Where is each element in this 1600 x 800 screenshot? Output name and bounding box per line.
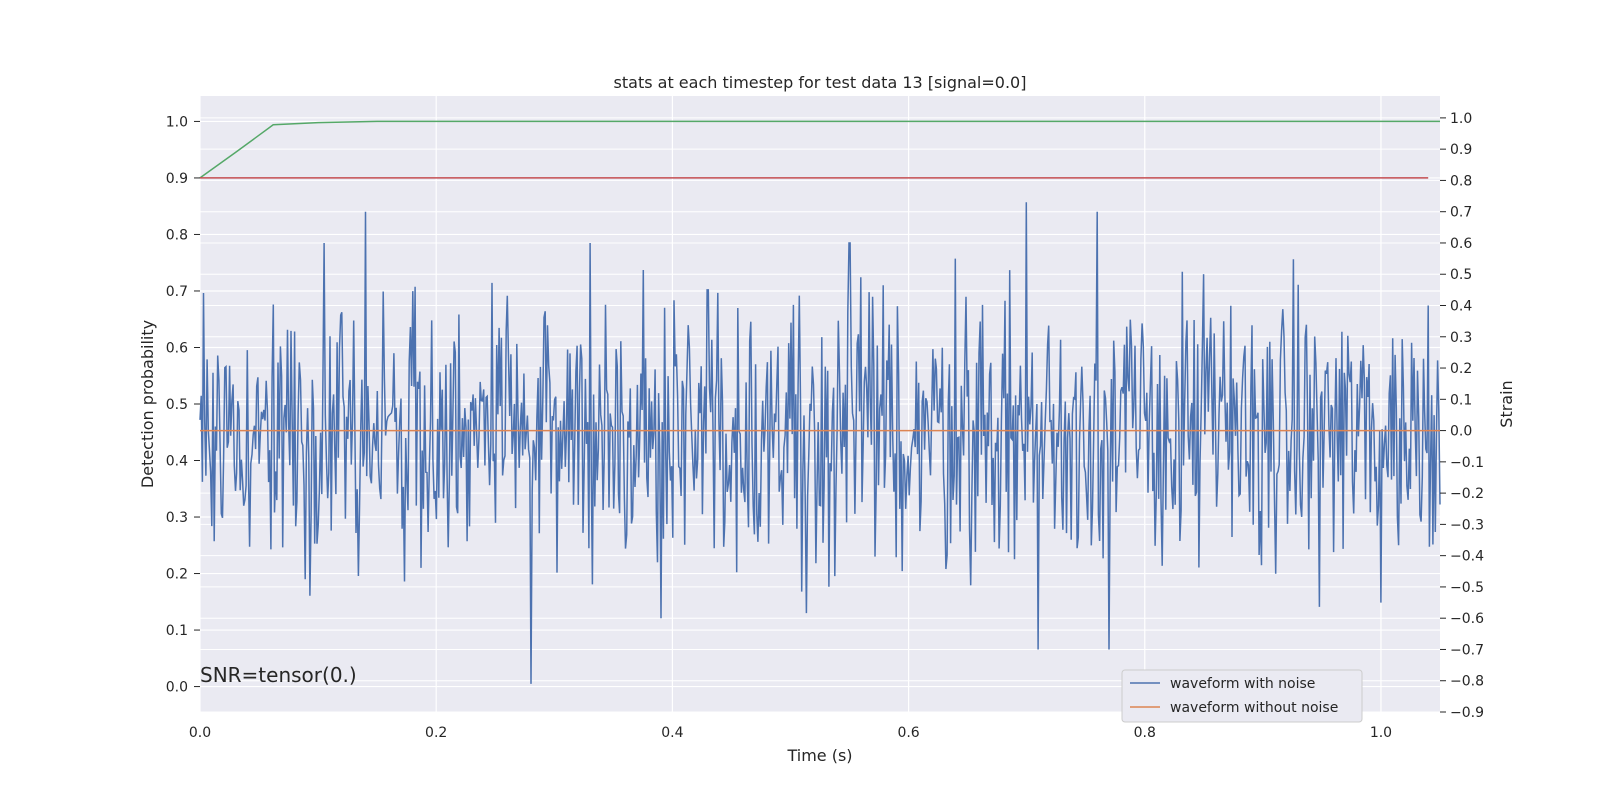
series-layer	[199, 120, 1441, 684]
y-right-tick-label: 1.0	[1450, 111, 1472, 127]
y-right-tick-label: 0.9	[1450, 142, 1472, 158]
y-right-tick-label: 0.0	[1450, 424, 1472, 440]
y-left-tick-label: 1.0	[166, 114, 188, 130]
legend-label-with-noise: waveform with noise	[1170, 676, 1315, 692]
ticks: 0.0 0.2 0.4 0.6 0.8 1.0 0.0 0.1 0.2 0.3 0.4 0.5 0.6 0…	[166, 111, 1484, 741]
snr-annotation: SNR=tensor(0.)	[200, 663, 357, 687]
y-right-tick-label: −0.6	[1450, 611, 1484, 627]
y-right-tick-label: −0.7	[1450, 642, 1484, 658]
legend-label-without-noise: waveform without noise	[1170, 700, 1338, 716]
y-right-tick-label: 0.5	[1450, 267, 1472, 283]
y-left-tick-label: 0.6	[166, 340, 188, 356]
series-waveform-with-noise	[199, 202, 1441, 684]
y-left-tick-label: 0.5	[166, 397, 188, 413]
legend: waveform with noise waveform without noi…	[1121, 669, 1363, 723]
y-left-tick-label: 0.3	[166, 510, 188, 526]
x-tick-label: 0.8	[1134, 725, 1156, 741]
x-tick-label: 0.0	[189, 725, 211, 741]
y-right-tick-label: 0.4	[1450, 299, 1472, 315]
y-left-tick-label: 0.7	[166, 284, 188, 300]
y-right-tick-label: 0.8	[1450, 173, 1472, 189]
chart-title: stats at each timestep for test data 13 …	[614, 73, 1027, 92]
x-tick-label: 0.2	[425, 725, 447, 741]
legend-box	[1121, 669, 1363, 723]
y-right-tick-label: −0.4	[1450, 549, 1484, 565]
y-right-tick-label: −0.1	[1450, 455, 1484, 471]
y-right-tick-label: −0.9	[1450, 705, 1484, 721]
y-right-tick-label: 0.2	[1450, 361, 1472, 377]
y-left-tick-label: 0.8	[166, 227, 188, 243]
x-tick-label: 1.0	[1370, 725, 1392, 741]
y-right-tick-label: −0.5	[1450, 580, 1484, 596]
y-right-tick-label: 0.7	[1450, 205, 1472, 221]
y-right-tick-label: −0.8	[1450, 674, 1484, 690]
x-tick-label: 0.6	[897, 725, 919, 741]
y-left-tick-label: 0.1	[166, 623, 188, 639]
y-right-tick-label: −0.3	[1450, 517, 1484, 533]
y-left-tick-label: 0.2	[166, 567, 188, 583]
y-left-tick-label: 0.0	[166, 680, 188, 696]
x-tick-label: 0.4	[661, 725, 683, 741]
y-right-tick-label: −0.2	[1450, 486, 1484, 502]
series-detection-probability	[199, 120, 1440, 179]
y-axis-label-right: Strain	[1497, 380, 1516, 427]
y-right-tick-label: 0.3	[1450, 330, 1472, 346]
y-right-tick-label: 0.1	[1450, 392, 1472, 408]
y-left-tick-label: 0.4	[166, 454, 188, 470]
x-axis-label: Time (s)	[786, 746, 852, 765]
y-axis-label-left: Detection probability	[138, 320, 157, 488]
y-right-tick-label: 0.6	[1450, 236, 1472, 252]
grid	[199, 96, 1440, 713]
y-left-tick-label: 0.9	[166, 171, 188, 187]
